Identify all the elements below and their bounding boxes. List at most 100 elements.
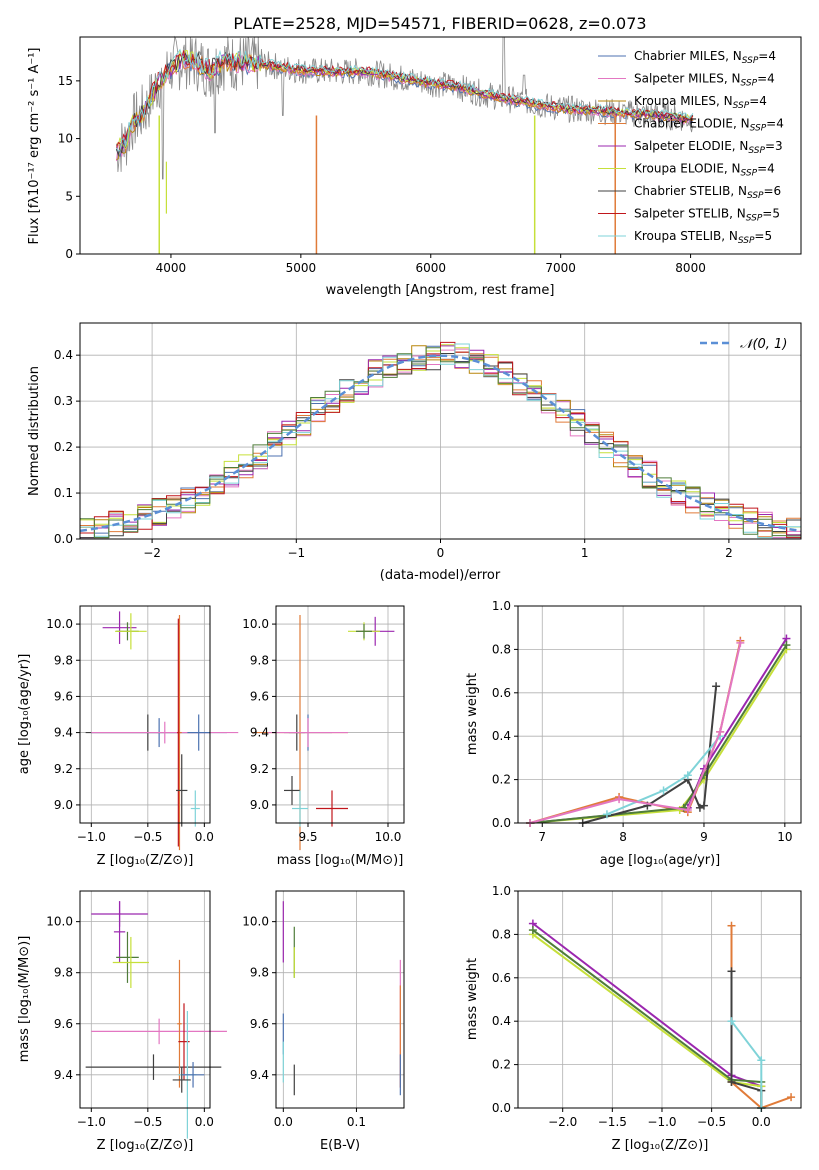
age-vs-z-ytick-label: 9.8 [54, 653, 73, 667]
mass-vs-z-ytick-label: 9.8 [54, 966, 73, 980]
age-vs-z-panel: −1.0 −0.5 0.0 9.0 9.2 9.4 9.6 9.8 10.0 Z [log₁₀(… [17, 605, 239, 868]
age-vs-z-ytick-label: 9.6 [54, 689, 73, 703]
mass-vs-z-xtick-label: −0.5 [133, 1115, 162, 1129]
legend-label: Salpeter ELODIE, NSSP=3 [634, 139, 783, 156]
legend-label: Chabrier STELIB, NSSP=6 [634, 184, 781, 201]
model-spectrum-line [116, 48, 694, 152]
weight-vs-age-xtick-label: 9 [700, 830, 708, 844]
mass-vs-ebv-ytick-label: 9.8 [250, 966, 269, 980]
weight-vs-age-ytick-label: 0.6 [492, 686, 511, 700]
mass-vs-z-ylabel: mass [log₁₀(M/M⊙)] [17, 936, 32, 1063]
weight-vs-z-ytick-label: 0.8 [492, 927, 511, 941]
age-vs-z-ytick-label: 9.0 [54, 798, 73, 812]
residuals-xtick-label: 1 [581, 546, 589, 560]
age-vs-z-ytick-label: 9.2 [54, 762, 73, 776]
residuals-ytick-label: 0.1 [54, 486, 73, 500]
spectrum-ytick-label: 15 [58, 74, 73, 88]
residuals-ylabel: Normed distribution [27, 366, 42, 496]
mass-vs-ebv-xtick-label: 0.1 [347, 1115, 366, 1129]
weight-line [529, 642, 742, 824]
residuals-xtick-label: −1 [287, 546, 305, 560]
mass-vs-z-xlabel: Z [log₁₀(Z/Z⊙)] [97, 1138, 194, 1153]
weight-vs-z-ytick-label: 0.0 [492, 1101, 511, 1115]
age-vs-mass-ytick-label: 9.2 [250, 762, 269, 776]
weight-vs-age-ytick-label: 0.4 [492, 729, 511, 743]
legend-label: Salpeter STELIB, NSSP=5 [634, 207, 780, 224]
age-vs-mass-ytick-label: 9.4 [250, 726, 269, 740]
age-vs-mass-panel: 9.5 10.0 9.0 9.2 9.4 9.6 9.8 10.0 mass [log₁₀(M… [242, 605, 405, 868]
age-vs-mass-xtick-label: 10.0 [375, 830, 402, 844]
mass-vs-ebv-xlabel: E(B-V) [320, 1138, 360, 1153]
weight-vs-z-xtick-label: −0.5 [697, 1115, 726, 1129]
age-vs-z-xlabel: Z [log₁₀(Z/Z⊙)] [97, 853, 194, 868]
weight-vs-age-xtick-label: 10 [777, 830, 792, 844]
legend-label: Kroupa STELIB, NSSP=5 [634, 229, 772, 246]
residuals-panel: −2 −1 0 1 2 0.0 0.1 0.2 0.3 0.4 (data-model)/erro… [27, 322, 802, 583]
spectrum-xtick-label: 6000 [415, 261, 446, 275]
mass-vs-z-panel: −1.0 −0.5 0.0 9.4 9.6 9.8 10.0 Z [log₁₀(Z/Z⊙)]… [17, 890, 227, 1153]
weight-vs-z-ylabel: mass weight [465, 958, 480, 1040]
weight-vs-z-xtick-label: −2.0 [548, 1115, 577, 1129]
weight-vs-age-panel: 7 8 9 10 0.0 0.2 0.4 0.6 0.8 1.0 age [log₁₀(age/y… [465, 599, 802, 868]
weight-vs-z-xlabel: Z [log₁₀(Z/Z⊙)] [612, 1138, 709, 1153]
weight-vs-z-ytick-label: 1.0 [492, 884, 511, 898]
weight-vs-age-ytick-label: 0.8 [492, 642, 511, 656]
age-vs-mass-ytick-label: 9.0 [250, 798, 269, 812]
weight-vs-age-ylabel: mass weight [465, 673, 480, 755]
mass-vs-ebv-panel: 0.0 0.1 9.4 9.6 9.8 10.0 E(B-V) [242, 890, 405, 1153]
residuals-xtick-label: −2 [143, 546, 161, 560]
residuals-ytick-label: 0.2 [54, 440, 73, 454]
mass-vs-z-ytick-label: 9.6 [54, 1017, 73, 1031]
weight-vs-age-ytick-label: 0.2 [492, 773, 511, 787]
weight-line [530, 644, 788, 824]
mass-vs-z-ytick-label: 9.4 [54, 1068, 73, 1082]
weight-vs-age-xtick-label: 7 [538, 830, 546, 844]
mass-vs-z-xtick-label: 0.0 [195, 1115, 214, 1129]
weight-vs-z-xtick-label: −1.5 [598, 1115, 627, 1129]
mass-vs-ebv-xtick-label: 0.0 [274, 1115, 293, 1129]
weight-vs-z-xtick-label: −1.0 [647, 1115, 676, 1129]
weight-vs-z-ytick-label: 0.6 [492, 971, 511, 985]
residuals-ytick-label: 0.4 [54, 348, 73, 362]
residuals-xlabel: (data-model)/error [380, 568, 501, 583]
spectrum-xtick-label: 7000 [545, 261, 576, 275]
age-vs-mass-ytick-label: 9.6 [250, 689, 269, 703]
age-vs-mass-ytick-label: 10.0 [242, 617, 269, 631]
weight-vs-z-xtick-label: 0.0 [752, 1115, 771, 1129]
age-vs-z-xtick-label: −0.5 [133, 830, 162, 844]
age-vs-z-ylabel: age [log₁₀(age/yr)] [17, 654, 32, 775]
age-vs-mass-xlabel: mass [log₁₀(M/M⊙)] [277, 853, 404, 868]
spectrum-ytick-label: 0 [65, 247, 73, 261]
spectrum-xtick-label: 4000 [156, 261, 187, 275]
mass-vs-ebv-ytick-label: 10.0 [242, 915, 269, 929]
mass-vs-ebv-ytick-label: 9.4 [250, 1068, 269, 1082]
mass-vs-z-ytick-label: 10.0 [46, 915, 73, 929]
weight-vs-age-ytick-label: 1.0 [492, 599, 511, 613]
mass-vs-ebv-ytick-label: 9.6 [250, 1017, 269, 1031]
residual-histogram [80, 347, 802, 539]
residuals-ytick-label: 0.3 [54, 394, 73, 408]
age-vs-mass-ytick-label: 9.8 [250, 653, 269, 667]
weight-line [529, 640, 742, 824]
age-vs-z-ytick-label: 9.4 [54, 726, 73, 740]
residuals-xtick-label: 0 [437, 546, 445, 560]
spectrum-xtick-label: 8000 [675, 261, 706, 275]
legend-label: Kroupa MILES, NSSP=4 [634, 94, 767, 111]
weight-vs-age-ytick-label: 0.0 [492, 816, 511, 830]
normal-curve [79, 354, 802, 533]
weight-line [530, 637, 788, 824]
age-vs-z-ytick-label: 10.0 [46, 617, 73, 631]
weight-vs-z-ytick-label: 0.2 [492, 1058, 511, 1072]
spectrum-ytick-label: 10 [58, 132, 73, 146]
spectrum-panel: 4000 5000 6000 7000 8000 0 5 10 15 wavelength [A… [27, 35, 802, 298]
residuals-xtick-label: 2 [725, 546, 733, 560]
weight-line [532, 929, 762, 1083]
spectrum-xtick-label: 5000 [286, 261, 317, 275]
age-vs-mass-xtick-label: 9.5 [298, 830, 317, 844]
spectrum-ytick-label: 5 [65, 189, 73, 203]
legend-label: Salpeter MILES, NSSP=4 [634, 72, 775, 89]
spectrum-xlabel: wavelength [Angstrom, rest frame] [326, 283, 555, 298]
weight-vs-age-xlabel: age [log₁₀(age/yr)] [600, 853, 721, 868]
weight-vs-z-ytick-label: 0.4 [492, 1014, 511, 1028]
